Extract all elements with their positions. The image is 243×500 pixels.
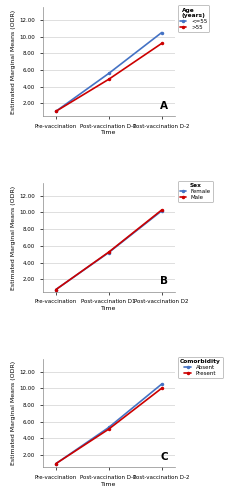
>55 [54,108,57,114]
Male [160,207,163,213]
Present [107,426,110,432]
Legend: <=55, >55: <=55, >55 [178,6,209,32]
<=55 [160,30,163,36]
Male [54,286,57,292]
Female [54,286,57,292]
<=55 [54,108,57,114]
Line: Male: Male [55,209,163,290]
Absent [107,424,110,430]
Legend: Female, Male: Female, Male [178,181,213,202]
Male [107,249,110,255]
Line: >55: >55 [55,42,163,112]
Legend: Absent, Present: Absent, Present [178,357,223,378]
Present [54,460,57,466]
Female [107,250,110,256]
Absent [160,381,163,387]
Present [160,385,163,391]
Y-axis label: Estimated Marginal Means (ODR): Estimated Marginal Means (ODR) [11,10,16,114]
Text: B: B [160,276,168,286]
Female [160,208,163,214]
Text: A: A [160,100,168,110]
>55 [107,76,110,82]
X-axis label: Time: Time [101,482,116,486]
Line: <=55: <=55 [55,32,163,112]
Line: Absent: Absent [55,383,163,465]
X-axis label: Time: Time [101,306,116,311]
Absent [54,460,57,466]
X-axis label: Time: Time [101,130,116,135]
Y-axis label: Estimated Marginal Means (ODR): Estimated Marginal Means (ODR) [11,361,16,466]
Text: C: C [161,452,168,462]
Line: Female: Female [55,210,163,290]
>55 [160,40,163,46]
Y-axis label: Estimated Marginal Means (ODR): Estimated Marginal Means (ODR) [11,186,16,290]
Line: Present: Present [55,387,163,465]
<=55 [107,70,110,76]
